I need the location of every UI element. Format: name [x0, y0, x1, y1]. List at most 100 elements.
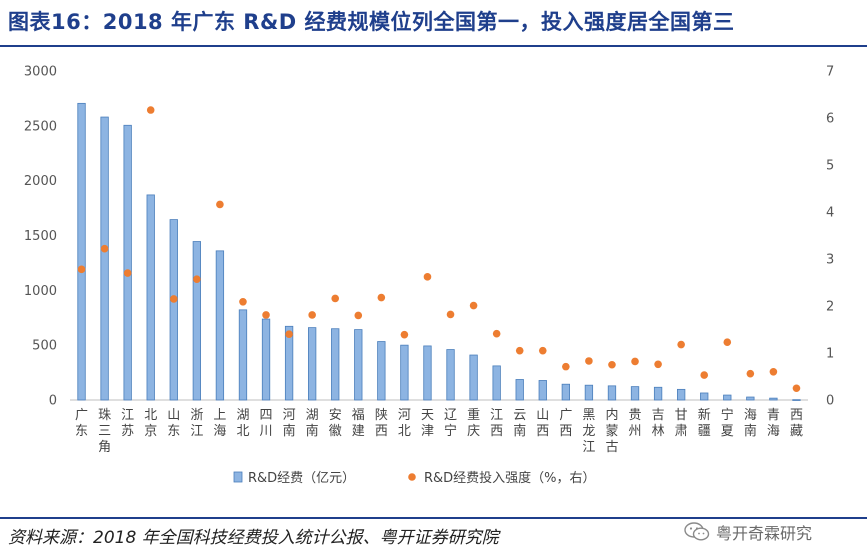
category-label: 江苏: [121, 408, 134, 439]
bar-series: [77, 102, 801, 401]
bar: [607, 385, 617, 401]
category-label: 甘肃: [675, 408, 688, 439]
left-tick-label: 3000: [24, 65, 57, 80]
category-label: 湖北: [236, 408, 249, 439]
category-label: 海南: [744, 408, 757, 439]
category-label-char: 林: [652, 424, 665, 439]
category-label-char: 北: [236, 424, 249, 439]
bar: [700, 392, 709, 401]
category-label-char: 江: [490, 408, 503, 423]
category-label: 天津: [421, 408, 434, 439]
category-label-char: 辽: [444, 408, 457, 423]
bar: [238, 309, 248, 401]
left-tick-label: 2500: [24, 119, 57, 134]
bar: [723, 394, 732, 401]
category-label: 上海: [213, 408, 226, 439]
bar: [653, 386, 663, 401]
dot: [146, 106, 155, 114]
right-axis: 0 1 2 3 4 5 6 7: [826, 65, 834, 409]
category-label-char: 京: [144, 424, 157, 439]
category-label-char: 宁: [721, 407, 734, 423]
bar: [192, 241, 201, 401]
category-label-char: 州: [629, 424, 642, 439]
category-label-char: 海: [767, 424, 780, 439]
category-label-char: 山: [167, 408, 180, 423]
dot: [746, 369, 755, 378]
dot: [77, 265, 86, 274]
category-label-char: 西: [375, 424, 388, 439]
category-label-char: 西: [536, 424, 549, 439]
dot: [262, 311, 270, 319]
category-label: 山东: [167, 408, 180, 439]
legend-dot-label: R&D经费投入强度（%，右）: [424, 470, 596, 486]
left-tick-label: 1000: [24, 284, 57, 299]
right-tick-label: 3: [826, 253, 834, 268]
bar: [261, 318, 271, 401]
category-label: 重庆: [467, 407, 480, 439]
category-label-char: 庆: [467, 424, 480, 439]
category-label-char: 四: [260, 408, 273, 423]
dot: [631, 357, 639, 366]
category-label-char: 藏: [790, 424, 803, 439]
category-label: 河南: [283, 408, 296, 439]
category-label-char: 新: [698, 407, 711, 423]
bar: [284, 325, 294, 401]
bar: [215, 250, 225, 401]
category-label: 新疆: [698, 407, 711, 439]
legend-bar-label: R&D经费（亿元）: [248, 471, 355, 486]
legend: R&D经费（亿元） R&D经费投入强度（%，右）: [233, 470, 596, 486]
category-label-char: 山: [536, 408, 549, 423]
category-label-char: 南: [283, 423, 296, 439]
dot: [608, 360, 616, 369]
category-label-char: 西: [559, 424, 572, 439]
category-label-char: 甘: [675, 408, 688, 423]
dot: [446, 310, 455, 319]
category-label-char: 海: [744, 408, 757, 423]
category-label-char: 江: [190, 424, 203, 439]
category-label-char: 东: [167, 424, 180, 439]
category-label-char: 湖: [236, 408, 249, 423]
bar: [538, 380, 547, 401]
bar: [169, 219, 178, 401]
dot: [100, 244, 109, 253]
bar: [446, 349, 455, 401]
category-label: 浙江: [190, 408, 203, 439]
category-label-char: 南: [744, 423, 757, 439]
right-tick-label: 0: [826, 394, 834, 409]
category-label: 吉林: [652, 408, 665, 439]
dot: [239, 297, 247, 306]
left-axis: 0 500 1000 1500 2000 2500 3000: [24, 65, 57, 409]
bar: [123, 124, 132, 401]
left-tick-label: 500: [32, 339, 57, 354]
bar: [769, 397, 778, 401]
category-label: 辽宁: [444, 408, 457, 439]
category-label: 内蒙古: [605, 407, 618, 455]
dot: [585, 357, 593, 365]
dot: [169, 295, 178, 303]
category-label-char: 蒙: [605, 424, 618, 439]
dot: [723, 338, 732, 346]
bar: [677, 388, 686, 401]
category-label-char: 重: [467, 407, 480, 423]
dot: [469, 301, 478, 310]
right-tick-label: 4: [826, 206, 834, 221]
category-label-char: 黑: [582, 408, 595, 423]
dot: [354, 311, 363, 320]
left-tick-label: 1500: [24, 229, 57, 244]
dot-series: [77, 106, 801, 393]
bar: [146, 194, 155, 401]
bar: [584, 384, 594, 401]
right-tick-label: 1: [826, 347, 834, 362]
category-label: 福建: [352, 408, 365, 439]
category-label-char: 安: [329, 408, 342, 423]
category-label-char: 河: [398, 408, 411, 423]
bar: [377, 341, 386, 401]
category-label-char: 浙: [190, 408, 203, 423]
bar: [100, 116, 109, 401]
dot: [792, 384, 801, 393]
bar: [308, 327, 317, 401]
category-label: 青海: [767, 408, 780, 439]
dot: [216, 200, 224, 209]
category-label-char: 川: [260, 424, 273, 439]
